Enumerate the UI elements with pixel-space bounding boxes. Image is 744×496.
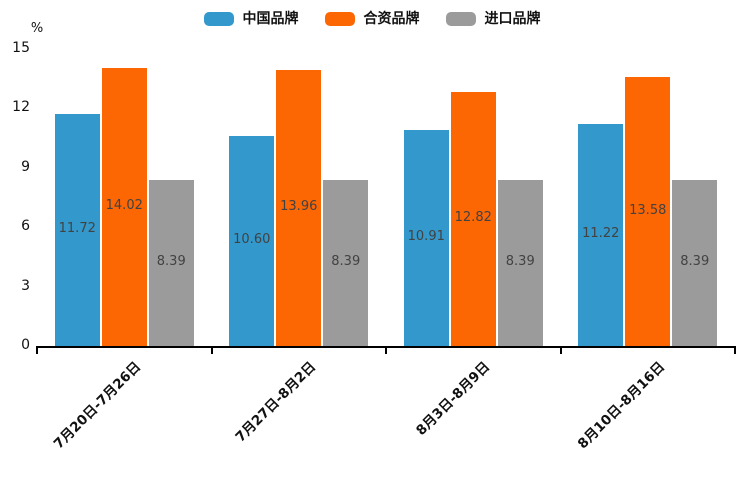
bar-value-label: 11.22 xyxy=(582,225,620,241)
bar-中国品牌-3 xyxy=(403,129,449,346)
bar-value-label: 11.72 xyxy=(58,220,96,236)
legend-label: 进口品牌 xyxy=(484,11,541,27)
bar-value-label: 8.39 xyxy=(156,253,186,269)
y-axis-tick-label: 3 xyxy=(21,277,30,294)
bar-中国品牌-4 xyxy=(578,123,624,346)
bar-value-label: 13.58 xyxy=(629,202,667,218)
bar-进口品牌-2 xyxy=(323,179,369,346)
bar-合资品牌-3 xyxy=(450,92,496,346)
y-axis-tick-label: 0 xyxy=(21,337,30,353)
x-axis-label: 7月20日-7月26日 xyxy=(51,358,145,453)
bar-value-label: 8.39 xyxy=(331,253,361,269)
legend-item-1[interactable]: 中国品牌 xyxy=(203,11,299,27)
x-axis-label: 7月27日-8月2日 xyxy=(232,358,319,446)
bar-中国品牌-2 xyxy=(229,136,275,346)
x-axis-tick xyxy=(734,348,736,354)
legend-swatch-icon xyxy=(445,12,476,26)
bar-合资品牌-2 xyxy=(276,69,322,346)
x-axis-label: 8月10日-8月16日 xyxy=(574,358,668,453)
chart-legend: 中国品牌 合资品牌 进口品牌 xyxy=(0,10,744,28)
bar-进口品牌-3 xyxy=(497,179,543,346)
legend-label: 中国品牌 xyxy=(242,11,299,27)
y-axis-tick-label: 15 xyxy=(12,40,30,56)
y-axis-tick-label: 9 xyxy=(21,158,30,175)
bar-进口品牌-4 xyxy=(672,179,718,346)
y-axis-tick-label: 6 xyxy=(21,218,30,235)
legend-swatch-icon xyxy=(203,12,234,26)
x-axis-tick xyxy=(210,348,213,354)
bar-合资品牌-1 xyxy=(101,68,147,346)
bar-value-label: 10.91 xyxy=(407,228,445,244)
x-axis-line xyxy=(36,346,736,348)
legend-swatch-icon xyxy=(324,12,355,26)
x-axis-label: 8月3日-8月9日 xyxy=(413,358,494,439)
bar-value-label: 14.02 xyxy=(105,198,143,214)
x-axis-tick xyxy=(36,348,38,354)
bar-value-label: 12.82 xyxy=(454,210,492,226)
bar-合资品牌-4 xyxy=(625,77,671,346)
x-axis-tick xyxy=(559,348,562,354)
bar-value-label: 8.39 xyxy=(505,253,535,269)
y-axis-tick-label: 12 xyxy=(12,99,30,116)
legend-label: 合资品牌 xyxy=(363,11,420,27)
legend-item-2[interactable]: 合资品牌 xyxy=(324,11,420,27)
bar-中国品牌-1 xyxy=(54,113,100,346)
bar-value-label: 10.60 xyxy=(233,232,271,248)
bar-value-label: 13.96 xyxy=(280,198,318,214)
legend-item-3[interactable]: 进口品牌 xyxy=(445,11,541,27)
y-axis-unit-label: % xyxy=(30,21,44,36)
bar-value-label: 8.39 xyxy=(680,253,710,269)
x-axis-tick xyxy=(385,348,387,354)
bar-进口品牌-1 xyxy=(148,179,194,346)
